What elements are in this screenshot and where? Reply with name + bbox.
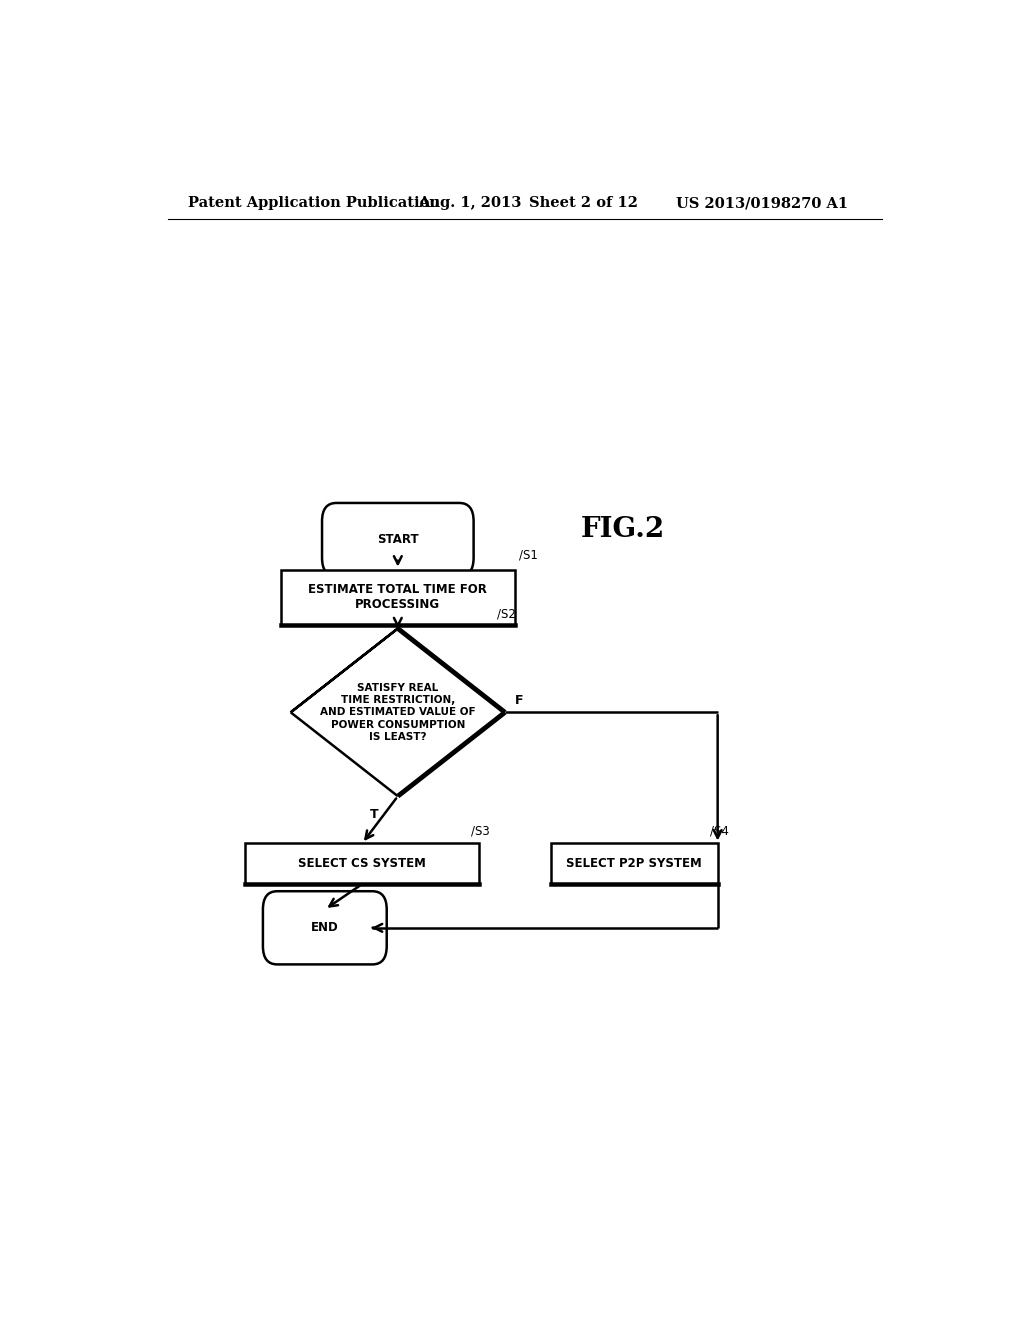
Text: /S3: /S3 bbox=[471, 825, 489, 837]
Text: Sheet 2 of 12: Sheet 2 of 12 bbox=[528, 197, 638, 210]
Text: Patent Application Publication: Patent Application Publication bbox=[187, 197, 439, 210]
Bar bbox=[245, 843, 479, 884]
Text: Aug. 1, 2013: Aug. 1, 2013 bbox=[418, 197, 521, 210]
FancyBboxPatch shape bbox=[263, 891, 387, 965]
Text: /S1: /S1 bbox=[519, 548, 538, 561]
Text: US 2013/0198270 A1: US 2013/0198270 A1 bbox=[676, 197, 848, 210]
FancyBboxPatch shape bbox=[322, 503, 474, 576]
Text: END: END bbox=[311, 921, 339, 935]
Text: SELECT P2P SYSTEM: SELECT P2P SYSTEM bbox=[566, 857, 702, 870]
Bar bbox=[281, 569, 515, 626]
Text: T: T bbox=[370, 808, 378, 821]
Text: SATISFY REAL
TIME RESTRICTION,
AND ESTIMATED VALUE OF
POWER CONSUMPTION
IS LEAST: SATISFY REAL TIME RESTRICTION, AND ESTIM… bbox=[321, 682, 475, 742]
Text: FIG.2: FIG.2 bbox=[581, 516, 665, 543]
Bar bbox=[551, 843, 718, 884]
Text: /S2: /S2 bbox=[497, 607, 516, 620]
Text: SELECT CS SYSTEM: SELECT CS SYSTEM bbox=[298, 857, 426, 870]
Text: /S4: /S4 bbox=[710, 825, 729, 837]
Text: ESTIMATE TOTAL TIME FOR
PROCESSING: ESTIMATE TOTAL TIME FOR PROCESSING bbox=[308, 583, 487, 611]
Text: F: F bbox=[514, 694, 523, 708]
Text: START: START bbox=[377, 533, 419, 546]
